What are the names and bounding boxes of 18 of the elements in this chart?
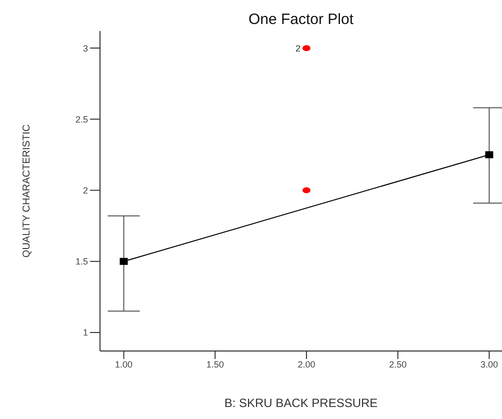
y-tick-label: 3 [82,43,88,54]
point [302,45,310,52]
x-tick-label: 1.50 [206,359,224,370]
x-tick-label: 2.50 [389,359,407,370]
y-axis-title: QUALITY CHARACTERISTIC [22,124,33,258]
x-tick-label: 3.00 [480,359,498,370]
y-tick-label: 1 [82,328,88,338]
y-tick-label: 2 [82,185,88,196]
y-tick-label: 2.5 [75,114,88,124]
y-tick-label: 1.5 [75,256,88,267]
annotation: 2 [295,43,300,54]
chart-title: One Factor Plot [247,11,355,28]
point [120,258,128,265]
x-tick-label: 1.00 [114,359,133,370]
x-tick-label: 2.00 [298,359,316,370]
point [485,151,494,158]
point [302,187,310,194]
x-axis-title: B: SKRU BACK PRESSURE [224,396,378,410]
